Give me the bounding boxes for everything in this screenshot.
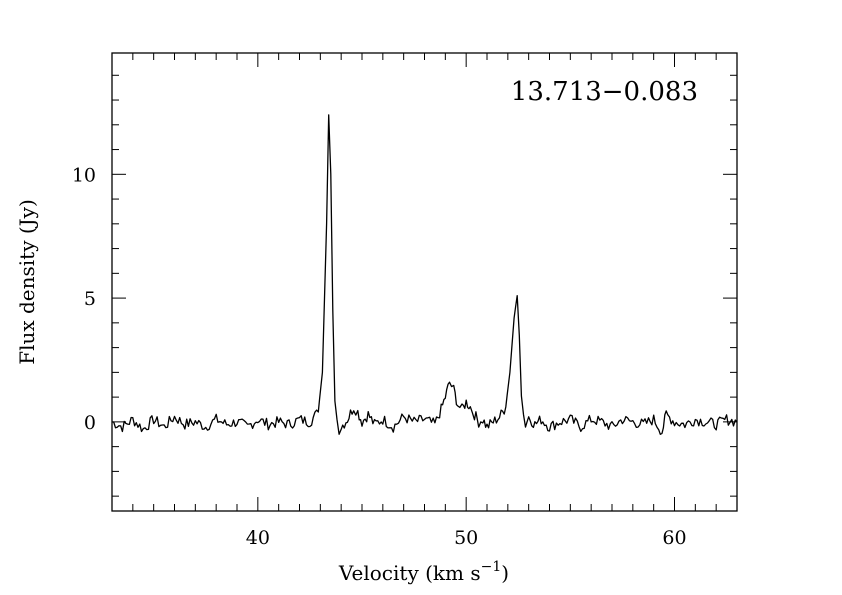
source-annotation: 13.713−0.083 bbox=[511, 77, 698, 107]
spectrum-line bbox=[112, 114, 738, 435]
plot-frame bbox=[111, 52, 738, 512]
axis-tick-labels: 40 50 60 0 5 10 bbox=[72, 164, 687, 549]
axis-ticks bbox=[111, 53, 738, 511]
x-axis-label-superscript: −1 bbox=[481, 559, 502, 575]
y-tick-label: 0 bbox=[84, 412, 96, 434]
y-axis-label: Flux density (Jy) bbox=[15, 199, 39, 365]
x-tick-label: 50 bbox=[454, 527, 478, 549]
x-tick-label: 40 bbox=[246, 527, 270, 549]
x-axis-label-tail: ) bbox=[501, 561, 509, 585]
x-tick-label: 60 bbox=[662, 527, 686, 549]
y-tick-label: 10 bbox=[72, 164, 96, 186]
x-axis-label-text: Velocity (km s bbox=[338, 561, 481, 585]
x-axis-label: Velocity (km s−1) bbox=[338, 559, 509, 585]
y-tick-label: 5 bbox=[84, 288, 96, 310]
